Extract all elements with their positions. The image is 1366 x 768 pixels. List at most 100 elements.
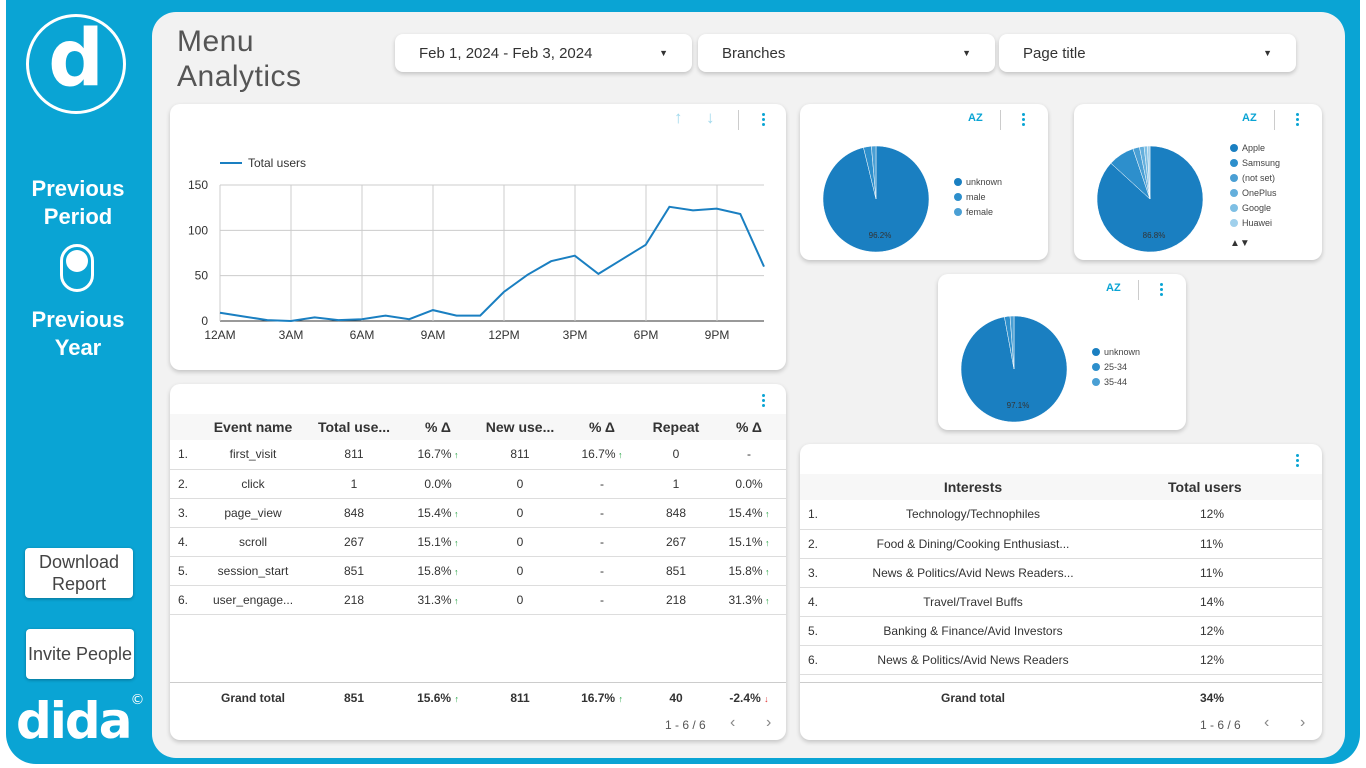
col-interests[interactable]: Interests [828,474,1118,500]
arrow-up-icon[interactable]: ↑ [674,108,683,127]
more-options-icon[interactable] [1296,113,1300,128]
main-panel: Menu Analytics Feb 1, 2024 - Feb 3, 2024… [152,12,1345,758]
cell-delta-1: 31.3% ↑ [400,585,476,615]
row-index: 5. [800,616,828,646]
legend-item[interactable]: unknown [954,177,1002,187]
trend-up-icon: ↑ [454,693,459,704]
table-row[interactable]: 3. page_view 848 15.4% ↑ 0-848 15.4% ↑ [170,498,786,528]
more-options-icon[interactable] [1160,283,1164,298]
more-options-icon[interactable] [1022,113,1026,128]
trend-up-icon: ↑ [451,595,459,606]
table-row[interactable]: 1. Technology/Technophiles 12% [800,500,1322,530]
table-row[interactable]: 4. Travel/Travel Buffs 14% [800,587,1322,617]
col-delta-2[interactable]: % Δ [564,414,640,440]
row-index: 2. [800,529,828,559]
events-table-card: Event name Total use... % Δ New use... %… [170,384,786,740]
next-page-icon[interactable]: › [1300,714,1306,731]
col-repeat[interactable]: Repeat [640,414,712,440]
table-row[interactable]: 6. News & Politics/Avid News Readers 12% [800,645,1322,675]
legend-item[interactable]: OnePlus [1230,188,1277,198]
pie-slice[interactable] [1009,315,1015,370]
legend-item[interactable]: 25-34 [1092,362,1127,372]
row-index: 1. [800,500,828,530]
legend-item[interactable]: (not set) [1230,173,1275,183]
trend-up-icon: ↑ [762,537,770,548]
table-row[interactable]: 2. Food & Dining/Cooking Enthusiast... 11% [800,529,1322,559]
brand-logo: dida© [16,692,144,750]
line-chart: 0 50 100 150 12AM 3AM 6AM 9AM 12PM 3PM 6PM 9PM Tot… [188,156,765,342]
arrow-down-icon[interactable]: ↓ [706,108,715,127]
cell-interest: News & Politics/Avid News Readers [828,645,1118,675]
cell-total-users: 11% [1118,558,1322,588]
legend-item[interactable]: male [954,192,986,202]
table-row[interactable]: 5. Banking & Finance/Avid Investors 12% [800,616,1322,646]
cell-interest: Banking & Finance/Avid Investors [828,616,1118,646]
more-options-icon[interactable] [762,113,766,128]
pie-slice[interactable] [871,145,877,200]
cell-new-users: 0 [476,556,564,586]
table-row[interactable]: 2. click 1 0.0% 0-1 0.0% [170,469,786,499]
sort-az-icon[interactable]: AZ [1242,112,1257,124]
trend-up-icon: ↑ [451,566,459,577]
col-delta-3[interactable]: % Δ [712,414,786,440]
legend-item[interactable]: Apple [1230,143,1265,153]
cell-new-users: 0 [476,469,564,499]
page-title-filter[interactable]: Page title ▼ [999,34,1296,72]
pie-age-card: AZ 97.1% unknown 25-34 35-44 [938,274,1186,430]
invite-people-button[interactable]: Invite People [26,629,134,679]
y-tick-label: 50 [195,269,209,283]
interests-total-table: Grand total 34% [800,683,1322,712]
pie-slice[interactable] [822,145,930,253]
legend-dot [954,208,962,216]
legend-item[interactable]: unknown [1092,347,1140,357]
cell-delta-3: - [712,440,786,470]
prev-page-icon[interactable]: ‹ [730,714,736,731]
period-toggle[interactable] [60,244,94,292]
pie-value-label: 97.1% [1007,401,1030,410]
col-delta-1[interactable]: % Δ [400,414,476,440]
next-page-icon[interactable]: › [766,714,772,731]
trend-up-icon: ↑ [615,450,623,461]
cell-interest: Technology/Technophiles [828,500,1118,530]
col-new-users[interactable]: New use... [476,414,564,440]
legend-item[interactable]: Samsung [1230,158,1280,168]
col-event-name[interactable]: Event name [198,414,308,440]
sort-az-icon[interactable]: AZ [1106,282,1121,294]
more-options-icon[interactable] [762,394,766,409]
legend-label: 35-44 [1104,377,1128,387]
table-row[interactable]: 6. user_engage... 218 31.3% ↑ 0-218 31.3% ↑ [170,585,786,615]
row-index: 6. [170,585,198,615]
branches-filter[interactable]: Branches ▼ [698,34,995,72]
legend-item[interactable]: 35-44 [1092,377,1127,387]
row-index: 3. [170,498,198,528]
pagination-label: 1 - 6 / 6 [1200,718,1241,732]
grand-total-d2: 16.7% ↑ [581,690,623,705]
legend-dot [1092,363,1100,371]
table-row[interactable]: 5. session_start 851 15.8% ↑ 0-851 15.8% ↑ [170,556,786,586]
prev-page-icon[interactable]: ‹ [1264,714,1270,731]
legend-label: 25-34 [1104,362,1128,372]
download-report-button[interactable]: Download Report [25,548,133,598]
legend-item[interactable]: female [954,207,993,217]
cell-event-name: session_start [198,556,308,586]
legend-dot [1092,378,1100,386]
logo[interactable]: d [26,14,126,114]
pie-slice[interactable] [1147,145,1151,200]
table-row[interactable]: 3. News & Politics/Avid News Readers... 11… [800,558,1322,588]
table-row[interactable]: 1. first_visit 811 16.7% ↑ 811 16.7% ↑ 0- [170,440,786,470]
col-total-users[interactable]: Total use... [308,414,400,440]
legend-pager-icon[interactable]: ▲▼ [1230,238,1250,249]
sort-az-icon[interactable]: AZ [968,112,983,124]
pie-device-card: AZ 86.8% Apple Samsung (not set) OnePlus Goo… [1074,104,1322,260]
col-total-users[interactable]: Total users [1118,474,1322,500]
interests-table: Interests Total users 1. Technology/Techn… [800,474,1322,675]
cell-repeat: 218 [640,585,712,615]
legend-item[interactable]: Google [1230,203,1271,213]
cell-interest: Travel/Travel Buffs [828,587,1118,617]
more-options-icon[interactable] [1296,454,1300,469]
table-row[interactable]: 4. scroll 267 15.1% ↑ 0-267 15.1% ↑ [170,527,786,557]
row-index: 6. [800,645,828,675]
date-range-filter[interactable]: Feb 1, 2024 - Feb 3, 2024 ▼ [395,34,692,72]
legend-item[interactable]: Huawei [1230,218,1272,228]
series-line-total-users [219,205,765,323]
